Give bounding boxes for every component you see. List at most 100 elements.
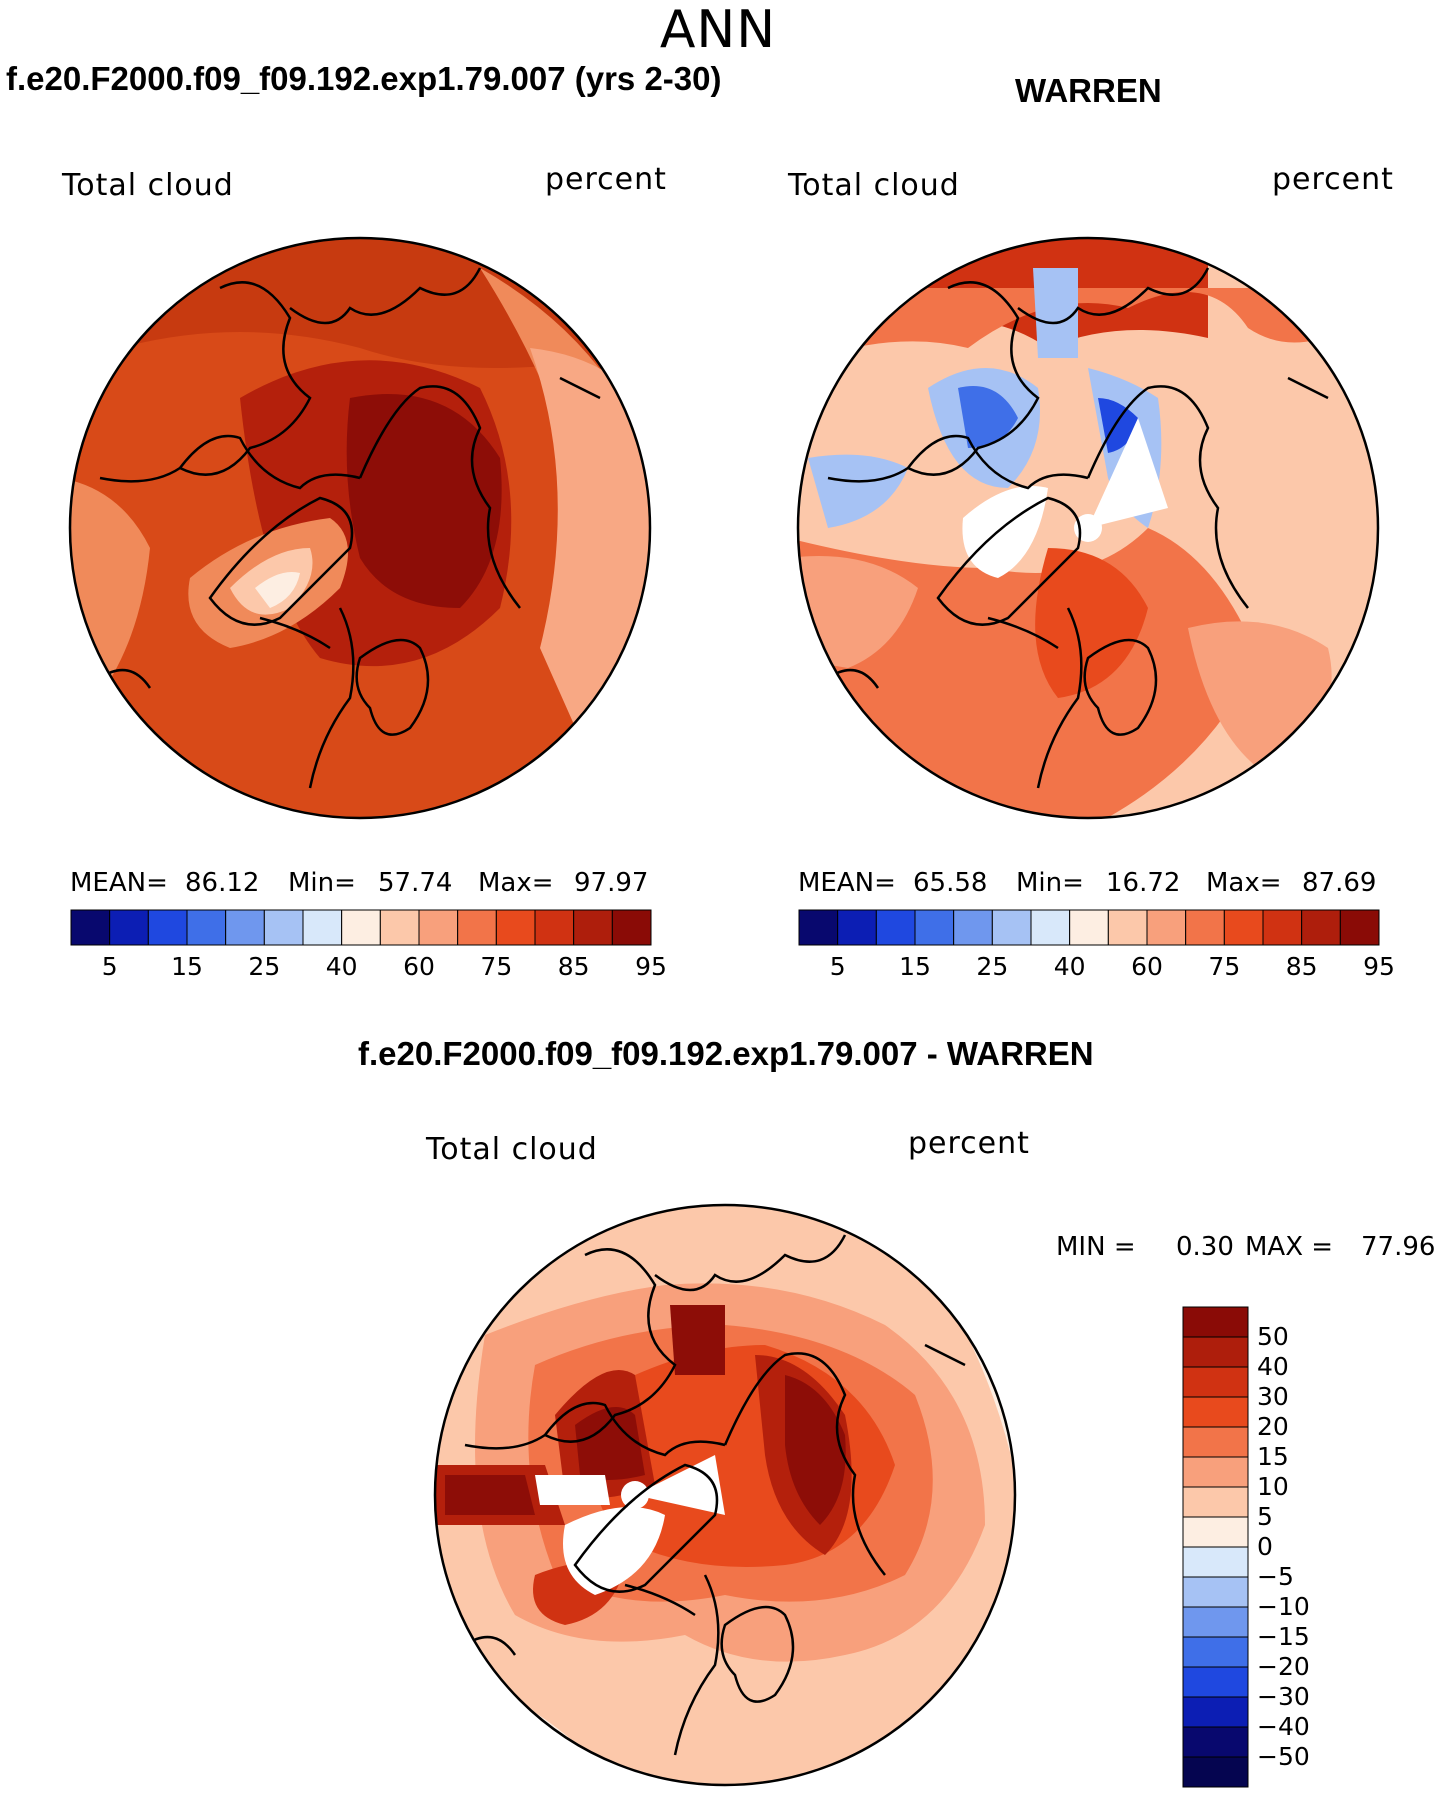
diff-missing-archipelago bbox=[535, 1475, 610, 1505]
diff-colorbar-tick-label: −15 bbox=[1257, 1622, 1310, 1651]
diff-colorbar bbox=[1182, 1306, 1249, 1788]
diff-min-value: 0.30 bbox=[1176, 1232, 1234, 1262]
page-title: ANN bbox=[659, 0, 777, 60]
diff-colorbar-box bbox=[1182, 1576, 1249, 1608]
diff-coastlines bbox=[464, 1234, 966, 1756]
panel1-units-label: percent bbox=[545, 162, 667, 197]
diff-colorbar-box bbox=[1182, 1726, 1249, 1758]
diff-missing-sector bbox=[635, 1455, 725, 1515]
panel2-field-north-low bbox=[1033, 268, 1078, 358]
panel1-title: f.e20.F2000.f09_f09.192.exp1.79.007 (yrs… bbox=[6, 60, 722, 97]
diff-missing-greenland bbox=[563, 1507, 665, 1595]
panel2-min-value: 16.72 bbox=[1106, 868, 1181, 898]
panel1-colorbar-tick-label: 40 bbox=[325, 952, 358, 981]
panel2-colorbar-box bbox=[875, 909, 916, 946]
diff-colorbar-box bbox=[1182, 1366, 1249, 1398]
diff-colorbar-tick-label: 20 bbox=[1257, 1412, 1289, 1441]
panel1-colorbar-tick-label: 15 bbox=[171, 952, 203, 981]
panel2-colorbar-box bbox=[1185, 909, 1225, 946]
diff-colorbar-ticks: 50 40 30 20 15 10 5 0 −5 −10 −15 −20 −30 −40 −50 bbox=[1257, 1307, 1367, 1787]
panel1-colorbar-tick-label: 25 bbox=[248, 952, 281, 981]
panel1-colorbar-tick-label: 75 bbox=[480, 952, 513, 981]
panel2-colorbar-tick-label: 40 bbox=[1053, 952, 1086, 981]
panel2-colorbar-box bbox=[1262, 909, 1303, 946]
panel1-colorbar-box bbox=[457, 909, 497, 946]
panel1-min-label: Min= bbox=[288, 868, 356, 898]
panel1-variable-label: Total cloud bbox=[62, 168, 234, 203]
diff-colorbar-tick-label: 50 bbox=[1257, 1322, 1289, 1351]
panel2-units-label: percent bbox=[1272, 162, 1394, 197]
diff-colorbar-tick-label: 5 bbox=[1257, 1502, 1273, 1531]
panel1-colorbar-box bbox=[70, 909, 111, 946]
diff-max-label: MAX = bbox=[1245, 1232, 1334, 1262]
panel1-colorbar-box bbox=[573, 909, 613, 946]
diff-colorbar-tick-label: −30 bbox=[1257, 1682, 1310, 1711]
panel2-field-atlantic-high bbox=[1035, 548, 1148, 698]
panel2-coastlines bbox=[827, 267, 1329, 789]
diff-min-label: MIN = bbox=[1056, 1232, 1136, 1262]
panel1-colorbar-tick-label: 95 bbox=[635, 952, 667, 981]
panel1-colorbar-box bbox=[263, 909, 304, 946]
panel1-min-value: 57.74 bbox=[378, 868, 453, 898]
panel1-colorbar-tick-label: 5 bbox=[101, 952, 118, 981]
diff-colorbar-tick-label: 0 bbox=[1257, 1532, 1273, 1561]
panel1-max-label: Max= bbox=[478, 868, 554, 898]
panel1-colorbar-box bbox=[302, 909, 343, 946]
panel1-mean-label: MEAN= bbox=[70, 868, 168, 898]
diff-colorbar-tick-label: 40 bbox=[1257, 1352, 1289, 1381]
panel2-colorbar-tick-label: 60 bbox=[1131, 952, 1163, 981]
panel1-max-value: 97.97 bbox=[574, 868, 649, 898]
panel2-colorbar-tick-label: 5 bbox=[829, 952, 846, 981]
panel2-missing-sector bbox=[1088, 418, 1168, 528]
diff-colorbar-tick-label: −10 bbox=[1257, 1592, 1310, 1621]
diff-colorbar-tick-label: −5 bbox=[1257, 1562, 1294, 1591]
diff-field-north-max bbox=[670, 1305, 725, 1375]
panel2-colorbar-box bbox=[914, 909, 955, 946]
panel2-map-border bbox=[796, 236, 1380, 820]
panel2-colorbar-tick-label: 95 bbox=[1363, 952, 1395, 981]
diff-colorbar-tick-label: 30 bbox=[1257, 1382, 1289, 1411]
diff-colorbar-tick-label: 10 bbox=[1257, 1472, 1289, 1501]
panel2-colorbar-box bbox=[1339, 909, 1380, 946]
panel1-colorbar-box bbox=[379, 909, 420, 946]
panel2-field-canada-min bbox=[958, 386, 1018, 448]
panel1-colorbar-box bbox=[418, 909, 459, 946]
panel1-colorbar-tick-label: 60 bbox=[403, 952, 435, 981]
diff-colorbar-box bbox=[1182, 1606, 1249, 1638]
panel1-colorbar-box bbox=[147, 909, 188, 946]
panel1-colorbar-box bbox=[611, 909, 652, 946]
panel2-field-north-belt bbox=[798, 288, 1378, 368]
diff-colorbar-box bbox=[1182, 1486, 1249, 1518]
diff-map bbox=[433, 1203, 1017, 1787]
panel2-mean-value: 65.58 bbox=[913, 868, 988, 898]
diff-colorbar-box bbox=[1182, 1666, 1249, 1698]
diff-units-label: percent bbox=[908, 1126, 1030, 1161]
panel2-colorbar-box bbox=[1107, 909, 1148, 946]
diff-colorbar-box bbox=[1182, 1636, 1249, 1668]
panel2-colorbar-box bbox=[1030, 909, 1071, 946]
panel2-colorbar-box bbox=[1301, 909, 1341, 946]
panel2-colorbar-ticks: 5 15 25 40 60 75 85 95 bbox=[799, 952, 1395, 984]
panel2-min-label: Min= bbox=[1016, 868, 1084, 898]
diff-colorbar-box bbox=[1182, 1426, 1249, 1458]
panel2-colorbar-tick-label: 75 bbox=[1208, 952, 1241, 981]
panel2-colorbar-box bbox=[798, 909, 839, 946]
diff-title: f.e20.F2000.f09_f09.192.exp1.79.007 - WA… bbox=[358, 1035, 1094, 1072]
panel2-colorbar-box bbox=[953, 909, 993, 946]
panel2-colorbar-box bbox=[1069, 909, 1109, 946]
diff-variable-label: Total cloud bbox=[426, 1132, 598, 1167]
panel1-field-greenland-min bbox=[255, 572, 300, 608]
panel2-colorbar-tick-label: 25 bbox=[976, 952, 1009, 981]
panel2-colorbar-box bbox=[1146, 909, 1187, 946]
panel1-mean-value: 86.12 bbox=[185, 868, 260, 898]
diff-colorbar-box bbox=[1182, 1336, 1249, 1368]
diff-colorbar-box bbox=[1182, 1756, 1249, 1788]
panel1-coastlines bbox=[99, 267, 601, 789]
panel1-colorbar-box bbox=[534, 909, 575, 946]
panel1-field-arctic-max bbox=[346, 394, 502, 608]
panel2-variable-label: Total cloud bbox=[788, 168, 960, 203]
panel1-colorbar-box bbox=[186, 909, 227, 946]
panel2-colorbar-box bbox=[837, 909, 877, 946]
panel2-max-label: Max= bbox=[1206, 868, 1282, 898]
diff-field-alaska-max bbox=[445, 1475, 535, 1515]
